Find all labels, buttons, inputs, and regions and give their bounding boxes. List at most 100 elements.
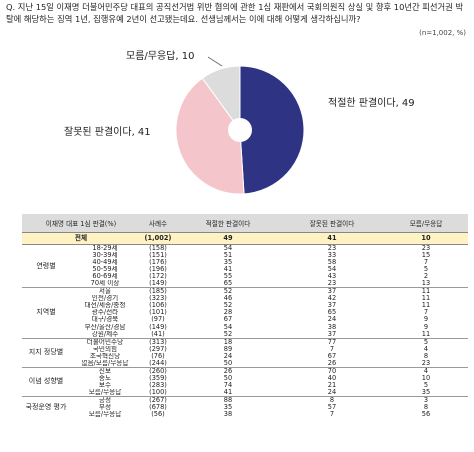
- row-label: 30-39세: [92, 252, 118, 260]
- cell-disapprove: 57: [327, 404, 337, 412]
- question-text: Q. 지난 15일 이재명 더불어민주당 대표의 공직선거법 위반 혐의에 관한…: [6, 2, 464, 24]
- row-n: (106): [149, 302, 167, 310]
- table-row: 대구/경북 (97) 67 24 9: [22, 316, 468, 323]
- table-row: 이념 성향별 진보 (260) 26 70 4: [22, 366, 468, 397]
- sample-size-note: (n=1,002, %): [419, 29, 466, 37]
- row-n: (297): [149, 345, 167, 353]
- cell-dontknow: 5: [423, 381, 429, 389]
- cell-disapprove: 21: [327, 381, 337, 389]
- cell-dontknow: 4: [423, 345, 429, 353]
- row-label: 서울: [70, 287, 140, 296]
- table-row: 60-69세 (172) 55 43 2: [22, 273, 468, 280]
- table-row: 국민의힘 (297) 89 7 4: [22, 346, 468, 353]
- row-n: (56): [151, 411, 165, 419]
- table-row: 부산/울산/경남 (149) 54 38 9: [22, 324, 468, 331]
- cell-dontknow: 11: [384, 287, 468, 296]
- cell-dontknow: 23: [384, 244, 468, 253]
- row-label: 없음/모름/무응답: [81, 359, 129, 367]
- total-approve: 49: [176, 232, 280, 245]
- cell-dontknow: 11: [421, 302, 431, 310]
- cell-dontknow: 8: [423, 404, 429, 412]
- cell-approve: 89: [223, 345, 233, 353]
- pie-chart: 적절한 판결이다, 49 잘못된 판결이다, 41 모름/무응답, 10: [64, 50, 415, 195]
- cell-disapprove: 8: [280, 396, 384, 405]
- cell-approve: 54: [176, 244, 280, 253]
- row-label: 중도: [98, 374, 112, 382]
- row-n: (158): [140, 244, 176, 253]
- cell-approve: 55: [223, 273, 233, 281]
- row-n: (313): [140, 337, 176, 346]
- row-label: 긍정: [70, 396, 140, 405]
- row-label: 인천/경기: [91, 295, 119, 303]
- total-dontknow: 10: [384, 232, 468, 245]
- cell-approve: 50: [223, 374, 233, 382]
- cell-dontknow: 9: [423, 316, 429, 324]
- table-header-dontknow: 모름/무응답: [384, 214, 468, 233]
- pie-center-hole: [228, 118, 252, 142]
- table-row: 모름/무응답 (100) 41 24 35: [22, 389, 468, 397]
- row-label: 부산/울산/경남: [84, 323, 126, 331]
- cell-disapprove: 58: [327, 259, 337, 267]
- table-row: 50-59세 (196) 41 54 5: [22, 266, 468, 273]
- table-header-category: 이재명 대표 1심 판결(%): [22, 214, 140, 233]
- row-label: 18-29세: [70, 244, 140, 253]
- row-n: (196): [149, 266, 167, 274]
- cell-approve: 35: [223, 259, 233, 267]
- table-row: 지지 정당별 더불어민주당 (313) 18 77 5: [22, 337, 468, 368]
- row-n: (101): [149, 309, 167, 317]
- cell-approve: 35: [223, 404, 233, 412]
- row-n: (149): [149, 280, 167, 288]
- cell-dontknow: 2: [423, 273, 429, 281]
- cell-approve: 52: [176, 287, 280, 296]
- cell-disapprove: 37: [327, 330, 337, 338]
- total-n: (1,002): [140, 232, 176, 245]
- pie-slice-dontknow: [201, 65, 241, 132]
- cell-approve: 67: [223, 316, 233, 324]
- group-label: 국정운영 평가: [22, 395, 70, 419]
- row-label: 모름/무응답: [88, 411, 122, 419]
- cell-approve: 24: [223, 352, 233, 360]
- cell-disapprove: 24: [327, 388, 337, 396]
- total-disapprove: 41: [280, 232, 384, 245]
- table-row: 70세 이상 (149) 65 23 13: [22, 280, 468, 288]
- row-n: (100): [149, 388, 167, 396]
- cell-disapprove: 70: [280, 366, 384, 375]
- cell-approve: 51: [223, 252, 233, 260]
- row-n: (151): [149, 252, 167, 260]
- pie-slice-approve: [239, 65, 305, 195]
- row-label: 모름/무응답: [88, 388, 122, 396]
- cell-disapprove: 7: [329, 411, 335, 419]
- table-row: 없음/모름/무응답 (244) 50 26 23: [22, 360, 468, 368]
- table-row: 보수 (283) 74 21 5: [22, 382, 468, 389]
- cell-disapprove: 33: [327, 252, 337, 260]
- table-row: 광주/전라 (101) 28 65 7: [22, 309, 468, 316]
- row-n: (172): [149, 273, 167, 281]
- group-label: 지지 정당별: [22, 337, 70, 368]
- cell-approve: 52: [223, 302, 233, 310]
- cell-approve: 74: [223, 381, 233, 389]
- cell-dontknow: 5: [423, 266, 429, 274]
- table-header-disapprove: 잘못된 판결이다: [280, 214, 384, 233]
- row-n: (97): [151, 316, 165, 324]
- cell-dontknow: 23: [421, 359, 431, 367]
- group-label: 이념 성향별: [22, 366, 70, 397]
- table-row: 국정운영 평가 긍정 (267) 88 8 3: [22, 395, 468, 419]
- table-row: 모름/무응답 (56) 38 7 56: [22, 411, 468, 418]
- table-row: 강원/제주 (41) 52 37 11: [22, 331, 468, 339]
- crosstab-table: 이재명 대표 1심 판결(%) 사례수 적절한 판결이다 잘못된 판결이다 모름…: [22, 214, 468, 419]
- row-label: 부정: [98, 404, 112, 412]
- cell-disapprove: 26: [327, 359, 337, 367]
- cell-dontknow: 4: [384, 366, 468, 375]
- row-label: 60-69세: [92, 273, 118, 281]
- table-row: 40-49세 (176) 35 58 7: [22, 259, 468, 266]
- row-label: 70세 이상: [90, 280, 120, 288]
- table-row: 연령별 18-29세 (158) 54 23 23: [22, 243, 468, 288]
- cell-disapprove: 40: [327, 374, 337, 382]
- total-label: 전체: [22, 232, 140, 245]
- table-header-n: 사례수: [140, 214, 176, 233]
- cell-approve: 65: [223, 280, 233, 288]
- row-n: (41): [151, 330, 165, 338]
- cell-approve: 26: [176, 366, 280, 375]
- table-row: 30-39세 (151) 51 33 15: [22, 252, 468, 259]
- cell-disapprove: 54: [327, 266, 337, 274]
